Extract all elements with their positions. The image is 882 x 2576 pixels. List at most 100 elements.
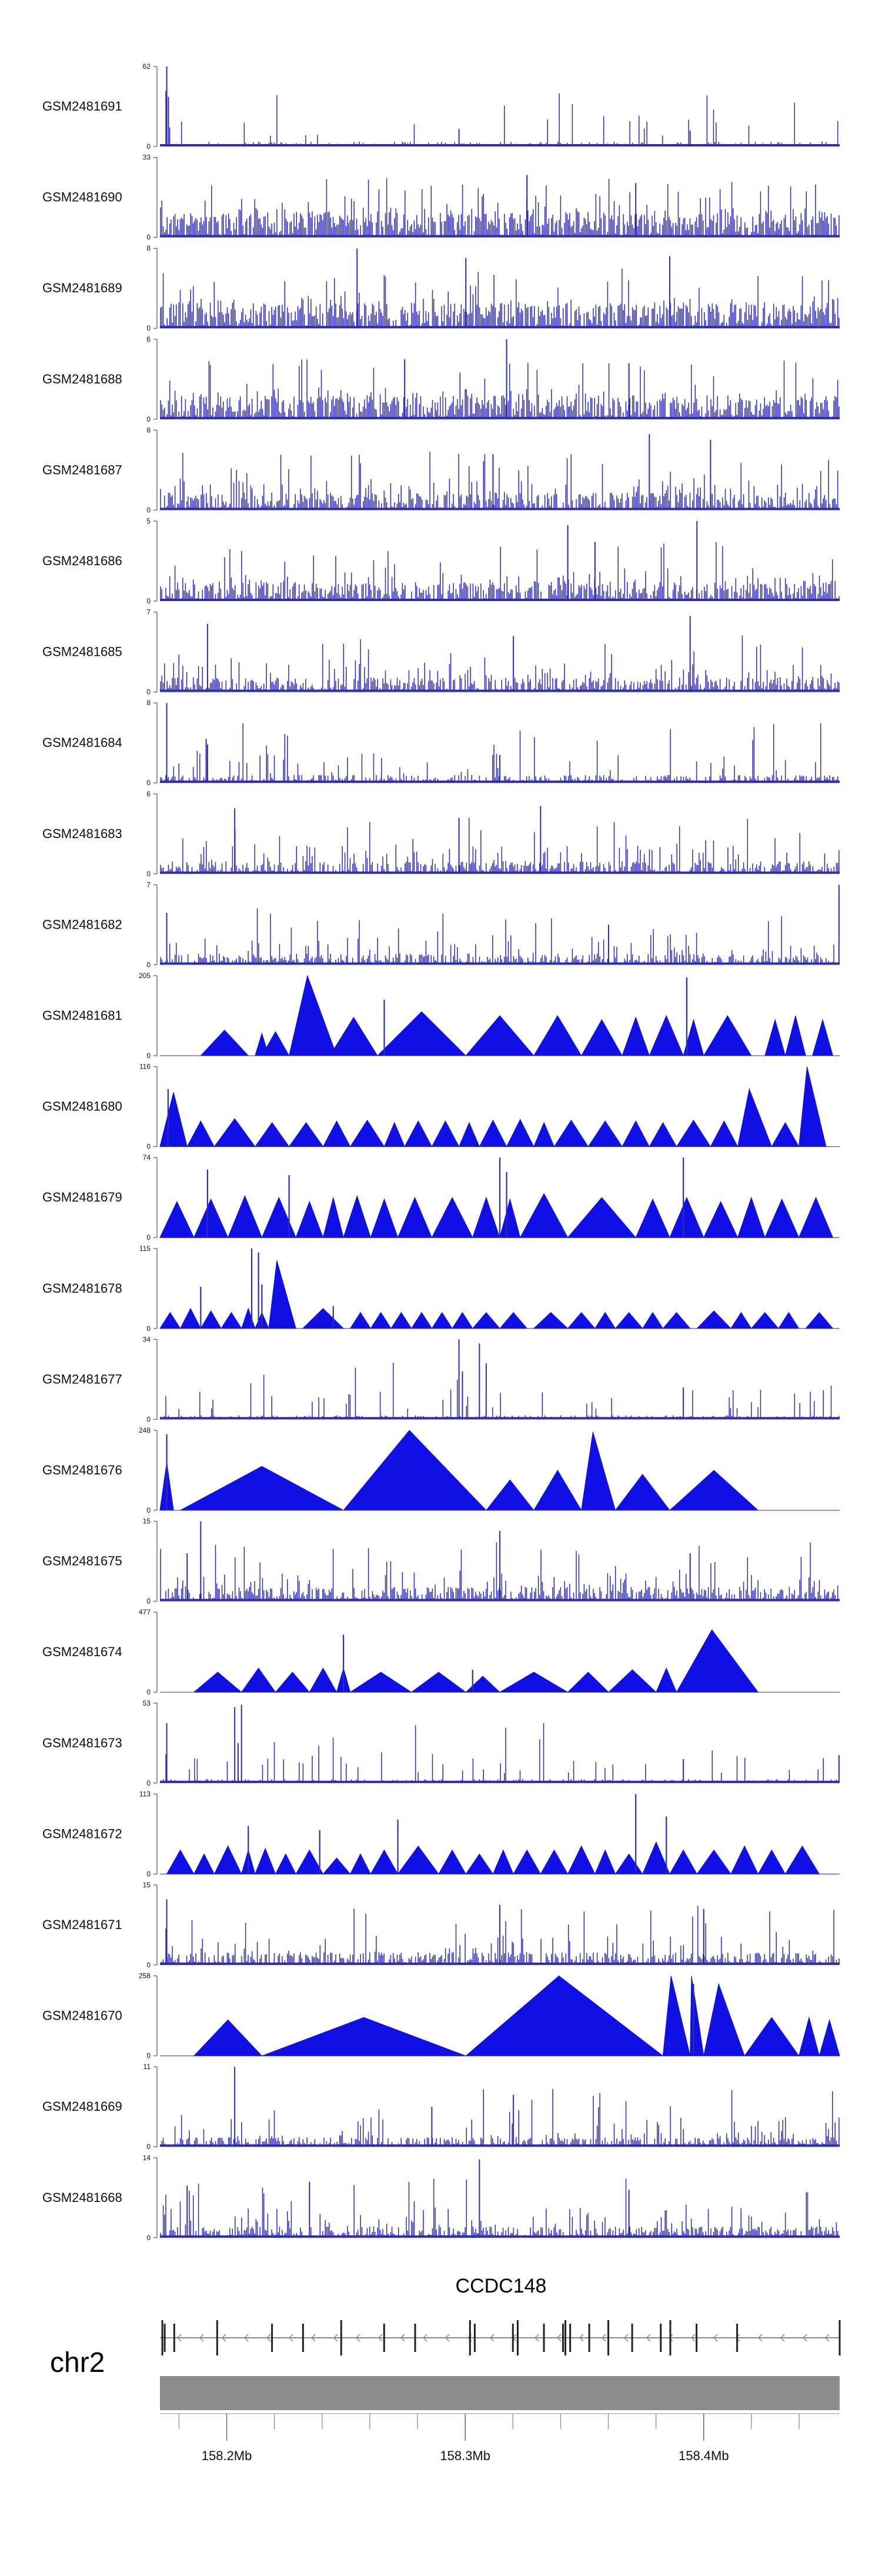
coverage-peak xyxy=(302,1308,345,1329)
coverage-peak xyxy=(676,1119,711,1147)
coverage-track: GSM2481679 74 0 xyxy=(42,1153,840,1242)
coverage-signal xyxy=(160,1542,838,1601)
coverage-baseline xyxy=(160,144,840,146)
track-ymax-label: 34 xyxy=(143,1335,151,1343)
track-label: GSM2481683 xyxy=(42,826,122,841)
coverage-baseline xyxy=(160,235,840,238)
track-label: GSM2481671 xyxy=(42,1917,122,1932)
strand-arrow xyxy=(445,2334,450,2342)
coverage-track: GSM2481688 6 0 xyxy=(42,335,840,423)
coverage-baseline xyxy=(160,326,840,329)
coverage-peak xyxy=(764,1018,786,1056)
gene-exon xyxy=(161,2320,163,2355)
coverage-peak xyxy=(213,1845,242,1874)
coverage-peak xyxy=(499,1312,528,1329)
gene-exon xyxy=(216,2320,218,2355)
track-ymax-label: 113 xyxy=(139,1790,151,1798)
coverage-baseline xyxy=(160,962,840,965)
coverage-track: GSM2481670 258 0 xyxy=(42,1972,840,2060)
coverage-peak xyxy=(696,1849,732,1874)
strand-arrow xyxy=(690,2334,696,2342)
track-label: GSM2481684 xyxy=(42,735,122,750)
coverage-track: GSM2481689 8 0 xyxy=(42,244,840,332)
coverage-peak xyxy=(614,1312,643,1329)
track-label: GSM2481686 xyxy=(42,553,122,568)
coverage-peak xyxy=(166,1849,195,1874)
gene-exon xyxy=(696,2324,698,2352)
coverage-peak xyxy=(642,1841,670,1874)
coverage-peak xyxy=(438,1849,467,1874)
coverage-signal xyxy=(160,359,840,419)
track-ymax-label: 7 xyxy=(146,880,151,889)
strand-arrow xyxy=(221,2334,226,2342)
coverage-peak xyxy=(193,1671,243,1693)
coverage-peak xyxy=(656,1667,677,1693)
coverage-track: GSM2481684 8 0 xyxy=(42,699,840,787)
coverage-peak xyxy=(499,1197,521,1238)
coverage-peak xyxy=(227,1195,263,1238)
coverage-peak xyxy=(778,1312,800,1329)
strand-arrow xyxy=(713,2334,718,2342)
strand-arrow xyxy=(646,2334,651,2342)
track-label: GSM2481670 xyxy=(42,2008,122,2023)
track-ymin-label: 0 xyxy=(146,506,151,514)
coverage-signal xyxy=(160,908,840,965)
coverage-baseline xyxy=(160,689,840,692)
coverage-peak xyxy=(309,1667,338,1693)
coverage-track: GSM2481676 248 0 xyxy=(42,1426,840,1514)
coverage-peak xyxy=(662,1312,691,1329)
coverage-baseline xyxy=(160,599,840,601)
coverage-peak xyxy=(349,1671,413,1693)
coverage-peak xyxy=(289,975,338,1056)
track-label: GSM2481678 xyxy=(42,1281,122,1296)
gene-exon xyxy=(163,2324,166,2352)
coverage-track: GSM2481690 33 0 xyxy=(42,154,840,242)
strand-arrow xyxy=(288,2334,293,2342)
coverage-peak xyxy=(200,1310,222,1329)
coverage-peak xyxy=(288,1122,324,1147)
coverage-peak xyxy=(676,1629,759,1693)
coverage-track: GSM2481675 15 0 xyxy=(42,1517,840,1606)
coverage-peak xyxy=(690,1976,704,2057)
coverage-peak xyxy=(322,1120,351,1147)
coverage-peak xyxy=(472,1196,500,1238)
coverage-baseline xyxy=(160,416,840,419)
coverage-peak xyxy=(799,1066,827,1147)
coverage-peak xyxy=(730,1312,752,1329)
coverage-peak xyxy=(506,1119,534,1147)
coverage-peak xyxy=(275,1671,310,1693)
coverage-peak xyxy=(580,1019,623,1056)
gene-exon xyxy=(383,2324,385,2352)
track-ymax-label: 62 xyxy=(143,62,151,71)
coverage-peak xyxy=(784,1845,820,1874)
gene-exon xyxy=(607,2320,610,2355)
track-ymax-label: 11 xyxy=(143,2063,151,2071)
coverage-peak xyxy=(193,1198,229,1238)
coverage-peak xyxy=(200,1029,249,1056)
coverage-peak xyxy=(533,1015,582,1056)
strand-arrow xyxy=(243,2334,249,2342)
coverage-peak xyxy=(737,1087,773,1147)
coverage-peak xyxy=(349,1119,385,1147)
gene-exon xyxy=(473,2324,476,2352)
coverage-peak xyxy=(649,1122,677,1147)
coverage-peak xyxy=(159,1200,195,1238)
coverage-peak xyxy=(519,1193,569,1238)
track-ymin-label: 0 xyxy=(146,1779,151,1787)
gene-exon xyxy=(516,2320,519,2355)
strand-arrow xyxy=(422,2334,427,2342)
coverage-peak xyxy=(465,1853,494,1874)
coverage-peak xyxy=(662,1976,691,2057)
coverage-peak xyxy=(261,1031,290,1056)
track-ymin-label: 0 xyxy=(146,870,151,878)
track-label: GSM2481691 xyxy=(42,99,122,114)
strand-arrow xyxy=(579,2334,584,2342)
coverage-signal xyxy=(160,452,838,510)
track-ymax-label: 15 xyxy=(143,1881,151,1889)
coverage-peak xyxy=(764,1198,800,1238)
coverage-signal xyxy=(160,1363,840,1420)
coverage-track: GSM2481683 6 0 xyxy=(42,790,840,878)
coverage-track: GSM2481691 62 0 xyxy=(42,62,840,151)
coverage-track: GSM2481686 5 0 xyxy=(42,517,840,605)
coverage-peak xyxy=(465,1015,534,1056)
